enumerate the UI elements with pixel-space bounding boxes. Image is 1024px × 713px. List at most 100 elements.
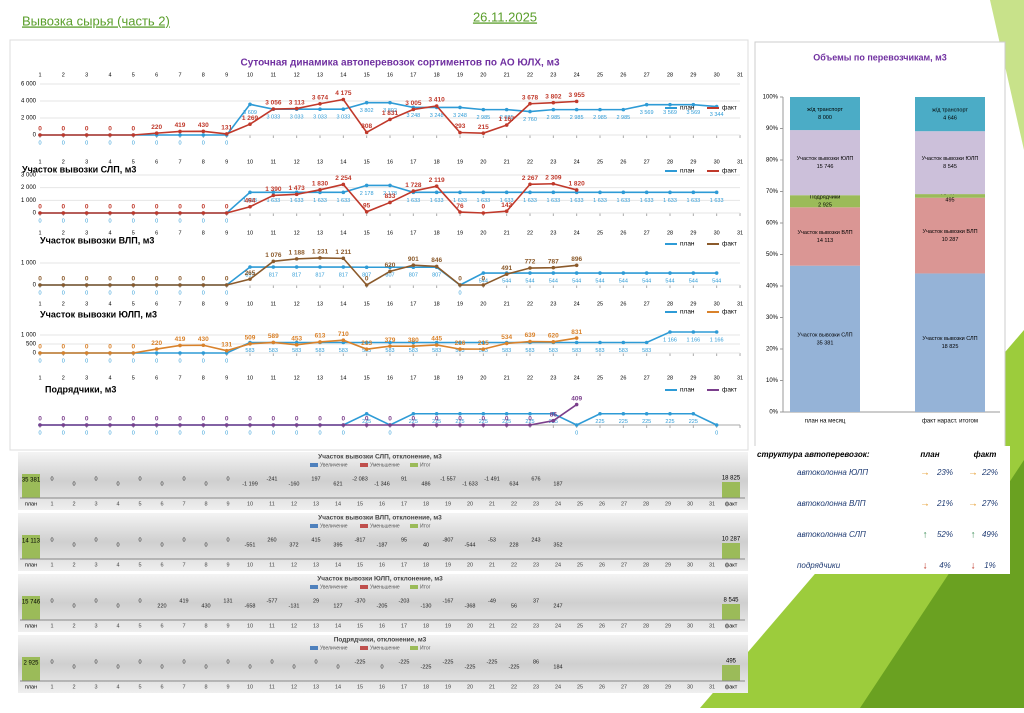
data-label: 544 [525, 278, 534, 284]
data-label: 0 [318, 416, 322, 423]
data-label: 0 [85, 140, 88, 146]
data-label: 509 [245, 335, 256, 342]
x-tick-label: 5 [132, 72, 135, 78]
data-label: 583 [525, 348, 534, 354]
delta-label: 0 [204, 664, 207, 670]
delta-label: 228 [509, 542, 518, 548]
day-label: 2 [72, 684, 75, 690]
data-label: 0 [108, 416, 112, 423]
legend-swatch [310, 463, 318, 467]
day-label: 19 [445, 501, 451, 507]
delta-label: -167 [442, 598, 453, 604]
plan-value: 23% [936, 468, 953, 477]
x-tick-label: 1 [38, 72, 41, 78]
day-label: 23 [533, 501, 539, 507]
day-label: 4 [116, 562, 119, 568]
data-label: 2 985 [616, 115, 630, 121]
day-label: 24 [555, 501, 561, 507]
panel-title: Участок вывозки ЮЛП, отклонение, м3 [317, 576, 443, 583]
series-line [40, 101, 717, 136]
bar-segment [790, 265, 860, 412]
data-label: 225 [595, 419, 604, 425]
x-tick-label: 26 [620, 375, 626, 381]
data-label: 3 569 [686, 110, 700, 116]
y-tick-label: 6 000 [21, 82, 37, 88]
x-tick-label: 7 [178, 230, 181, 236]
data-label: 86 [550, 411, 558, 418]
x-tick-label: 26 [620, 159, 626, 165]
data-label: 2 119 [429, 177, 445, 184]
x-tick-label: 2 [62, 375, 65, 381]
delta-label: -658 [244, 603, 255, 609]
delta-label: 197 [311, 476, 320, 482]
point [411, 107, 416, 112]
data-label: 0 [202, 290, 205, 296]
data-label: 3 569 [640, 110, 654, 116]
data-label: 419 [175, 122, 186, 129]
point [61, 423, 66, 427]
day-label: 4 [116, 501, 119, 507]
delta-label: -807 [442, 537, 453, 543]
y-tick-label: 80% [766, 158, 779, 164]
table-header: план [920, 450, 939, 459]
data-label: 0 [38, 358, 41, 364]
point [388, 117, 392, 122]
day-label: 18 [423, 623, 429, 629]
point [504, 190, 509, 195]
arrow-icon: → [968, 499, 978, 510]
delta-label: 0 [72, 481, 75, 487]
x-tick-label: 14 [340, 72, 346, 78]
x-tick-label: 27 [644, 72, 650, 78]
data-label: 0 [202, 276, 206, 283]
day-label: 1 [50, 501, 53, 507]
data-label: 0 [342, 416, 346, 423]
data-label: 2 985 [570, 115, 584, 121]
point [224, 423, 229, 427]
data-label: 2 985 [500, 115, 514, 121]
x-tick-label: 25 [597, 301, 603, 307]
point [108, 133, 112, 137]
delta-label: 0 [72, 603, 75, 609]
x-tick-label: 19 [457, 159, 463, 165]
x-tick-label: 21 [504, 230, 510, 236]
y-tick-label: 2 000 [21, 116, 37, 122]
end-value: 10 287 [722, 537, 741, 543]
delta-label: 0 [182, 659, 185, 665]
point [61, 211, 66, 215]
start-label: план [25, 623, 37, 629]
data-label: 0 [108, 290, 111, 296]
point [411, 411, 416, 416]
point [201, 343, 206, 348]
point [131, 133, 136, 137]
data-label: 213 [361, 340, 372, 347]
x-tick-label: 20 [480, 230, 486, 236]
data-label: 0 [108, 126, 112, 133]
data-label: 0 [505, 416, 509, 423]
data-label: 0 [202, 218, 205, 224]
x-tick-label: 9 [225, 159, 228, 165]
point [154, 347, 159, 351]
delta-label: 0 [226, 476, 229, 482]
legend-label: Итог [420, 584, 431, 590]
point [201, 283, 206, 287]
point [341, 107, 346, 112]
day-label: 8 [204, 684, 207, 690]
data-label: 0 [225, 218, 228, 224]
point [644, 102, 649, 107]
x-tick-label: 20 [480, 375, 486, 381]
day-label: 25 [577, 684, 583, 690]
x-tick-label: 21 [504, 72, 510, 78]
point [61, 133, 66, 137]
point [364, 183, 369, 188]
day-label: 22 [511, 562, 517, 568]
data-label: 1 820 [569, 181, 586, 188]
data-label: 1 633 [266, 198, 280, 204]
point [528, 339, 532, 344]
point [318, 190, 322, 195]
x-tick-label: 6 [155, 72, 158, 78]
x-tick-label: 5 [132, 301, 135, 307]
end-label: факт [725, 623, 738, 629]
segment-value: 495 [945, 197, 954, 203]
day-label: 29 [665, 623, 671, 629]
delta-label: -160 [288, 481, 299, 487]
